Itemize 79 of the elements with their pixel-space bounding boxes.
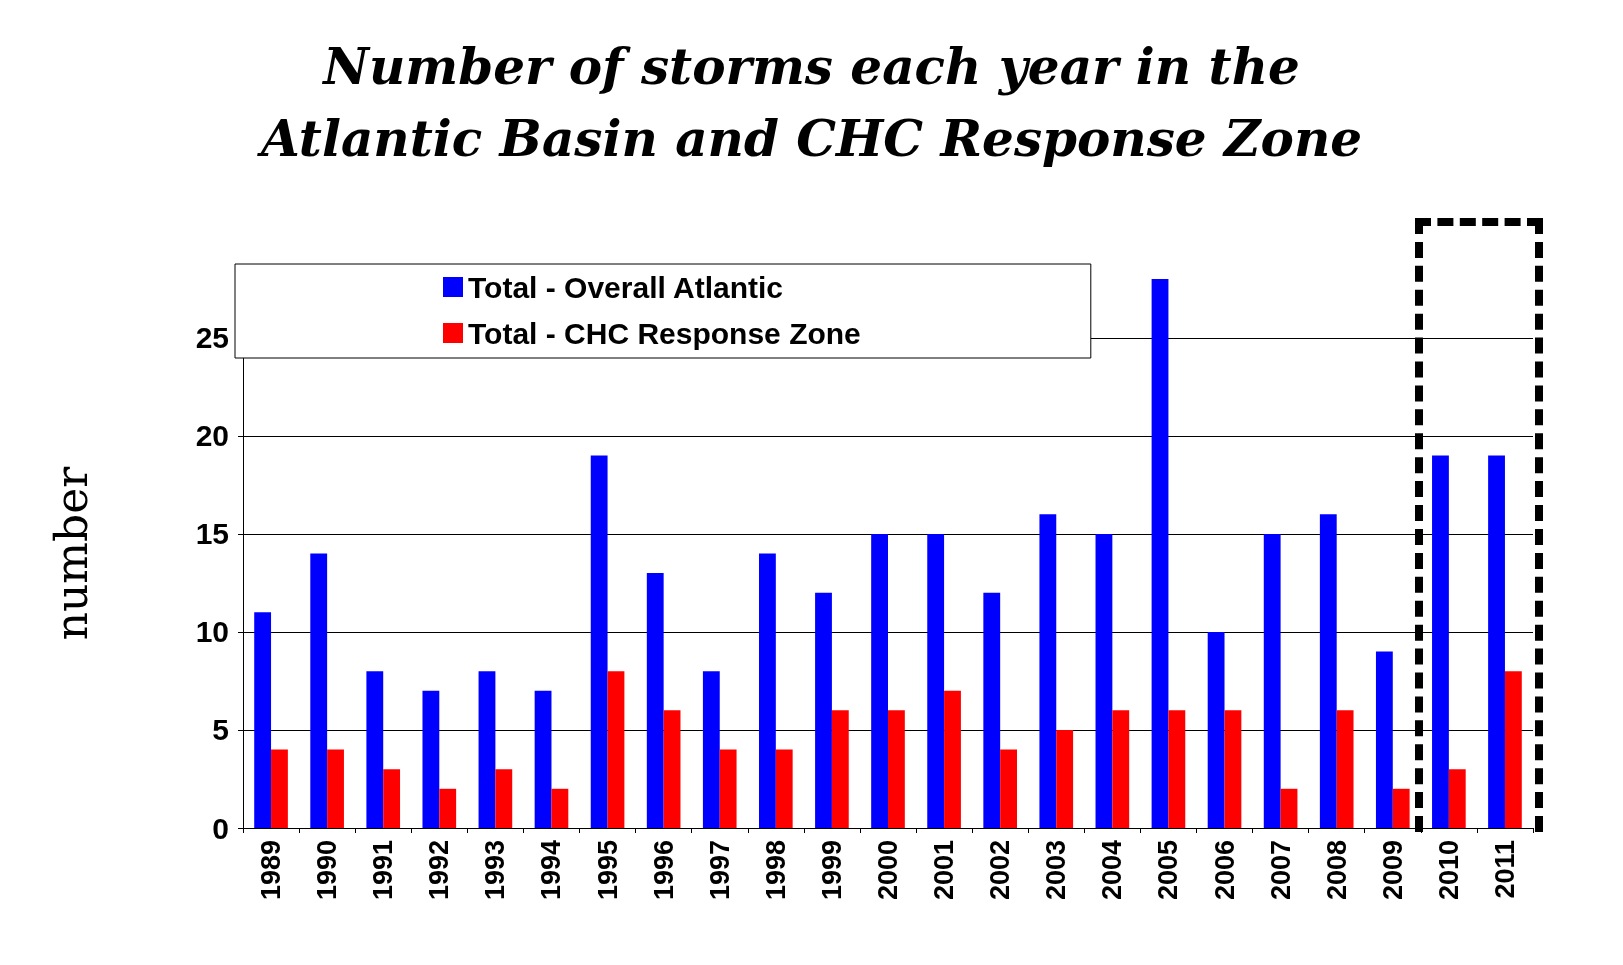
bar (495, 769, 513, 828)
x-tick-label: 2006 (1209, 840, 1240, 901)
x-tick-label: 1997 (704, 840, 735, 901)
x-tick-label: 2005 (1153, 840, 1184, 901)
chart-title: Number of storms each year in the Atlantic Basin and CHC Response Zone (256, 36, 1363, 168)
y-tick-label: 10 (195, 615, 229, 649)
bar (271, 749, 288, 828)
x-tick-label: 1999 (816, 840, 847, 901)
bar (366, 671, 384, 828)
bar (607, 671, 625, 828)
bar (983, 592, 1001, 828)
bar (254, 612, 272, 828)
x-tick-label: 2010 (1433, 840, 1464, 901)
bar (759, 553, 776, 828)
bar (1207, 631, 1225, 828)
bar (1168, 710, 1186, 828)
y-tick-label: 20 (195, 419, 229, 453)
bar (383, 769, 401, 828)
bar (1488, 455, 1505, 828)
x-tick-label: 2004 (1097, 840, 1128, 901)
bar (944, 690, 961, 828)
x-tick-label: 1991 (368, 840, 399, 901)
bar (1375, 651, 1393, 828)
bar (1112, 710, 1130, 828)
bar (927, 533, 945, 828)
y-tick-label: 15 (195, 517, 229, 551)
bar (1039, 514, 1057, 828)
bar (478, 671, 496, 828)
y-tick-label: 25 (195, 321, 229, 355)
legend-label: Total - Overall Atlantic (468, 270, 784, 304)
x-tick-label: 2007 (1265, 840, 1296, 901)
x-tick-label: 1994 (536, 840, 567, 901)
x-tick-label: 2008 (1321, 840, 1352, 901)
bar (1095, 533, 1113, 828)
x-tick-label: 1990 (312, 840, 343, 901)
x-tick-label: 2000 (873, 840, 903, 901)
x-tick-label: 1995 (592, 840, 623, 901)
x-tick-label: 2009 (1377, 840, 1408, 901)
bar (1280, 788, 1298, 828)
bar (327, 749, 344, 828)
y-axis-title: number (45, 465, 97, 641)
bar (590, 455, 608, 828)
bar (663, 710, 681, 828)
bar (534, 690, 552, 828)
x-tick-label: 2002 (985, 840, 1016, 901)
bar (551, 788, 569, 828)
x-tick-label: 1996 (648, 840, 679, 901)
bar (646, 573, 664, 828)
bar (1224, 710, 1242, 828)
bar (1000, 749, 1017, 828)
x-tick-label: 1989 (256, 840, 287, 901)
x-tick-label: 2003 (1041, 840, 1072, 901)
bar (888, 710, 905, 828)
x-tick-label: 2001 (929, 840, 960, 901)
bar (815, 592, 832, 828)
bar (831, 710, 849, 828)
bar (1448, 769, 1466, 828)
bar (1056, 729, 1074, 828)
y-tick-label: 5 (212, 713, 229, 747)
bar (775, 749, 793, 828)
x-tick-label: 2011 (1489, 840, 1520, 899)
bar (871, 533, 888, 828)
bar (1504, 671, 1522, 828)
bar (1392, 788, 1410, 828)
y-tick-label: 0 (212, 811, 229, 845)
x-tick-label: 1998 (760, 840, 791, 901)
bar (310, 553, 328, 828)
bar (1263, 533, 1281, 828)
bar (702, 671, 720, 828)
bar (439, 788, 457, 828)
legend-label: Total - CHC Response Zone (468, 316, 861, 350)
bar (719, 749, 737, 828)
bar (422, 690, 440, 828)
bar (1432, 455, 1449, 828)
x-tick-label: 1992 (424, 840, 455, 901)
bar (1151, 279, 1169, 828)
x-tick-label: 1993 (480, 840, 511, 901)
bar (1319, 514, 1337, 828)
bar (1336, 710, 1354, 828)
